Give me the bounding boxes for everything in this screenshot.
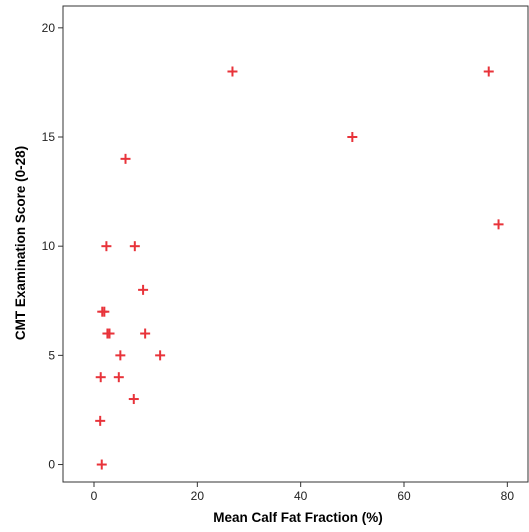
x-axis-title: Mean Calf Fat Fraction (%)	[213, 510, 383, 525]
plot-border	[62, 5, 529, 483]
data-point	[95, 372, 106, 383]
x-tick-label: 80	[501, 489, 515, 503]
data-point	[129, 241, 140, 252]
data-point	[493, 219, 504, 230]
data-point	[483, 66, 494, 77]
data-point	[140, 328, 151, 339]
data-point	[120, 153, 131, 164]
data-points	[95, 66, 504, 470]
x-tick-label: 0	[91, 489, 98, 503]
data-point	[101, 241, 112, 252]
y-tick-label: 10	[42, 239, 56, 253]
data-point	[99, 306, 110, 317]
data-point	[155, 350, 166, 361]
data-point	[227, 66, 238, 77]
data-point	[115, 350, 126, 361]
data-point	[128, 394, 139, 405]
x-tick-label: 40	[294, 489, 308, 503]
y-axis-title: CMT Examination Score (0-28)	[13, 146, 28, 340]
x-tick-label: 20	[191, 489, 205, 503]
y-tick-label: 0	[48, 458, 55, 472]
y-axis: 0 5 10 15 20	[42, 21, 63, 472]
y-tick-label: 5	[48, 348, 55, 362]
y-tick-label: 15	[42, 130, 56, 144]
x-tick-label: 60	[397, 489, 411, 503]
data-point	[104, 328, 115, 339]
data-point	[95, 415, 106, 426]
plot-area	[62, 5, 529, 483]
data-point	[138, 284, 149, 295]
data-point	[113, 372, 124, 383]
data-point	[96, 459, 107, 470]
y-tick-label: 20	[42, 21, 56, 35]
data-point	[347, 132, 358, 143]
x-axis: 0 20 40 60 80	[91, 482, 515, 503]
